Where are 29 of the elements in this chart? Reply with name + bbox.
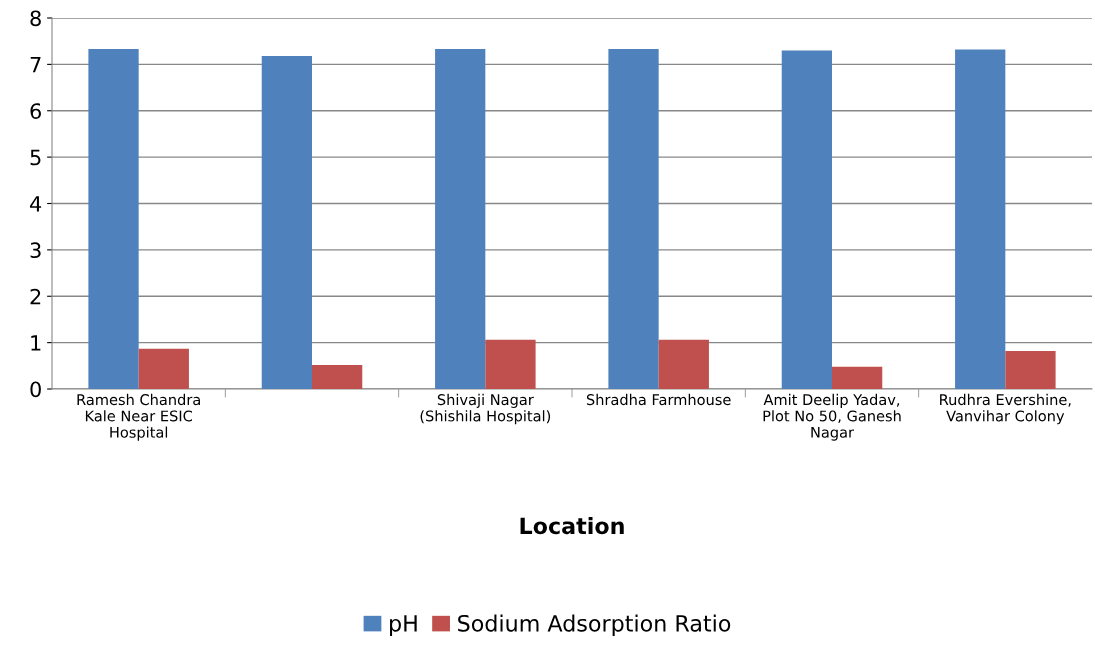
legend-label: Sodium Adsorption Ratio bbox=[458, 614, 731, 636]
y-tick-label: 2 bbox=[30, 288, 41, 305]
bar bbox=[88, 49, 139, 389]
x-axis-title: Location bbox=[520, 517, 624, 535]
y-tick-label: 4 bbox=[30, 196, 42, 212]
bar bbox=[832, 366, 883, 389]
x-tick-label: Rudhra Evershine, Vanvihar Colony bbox=[940, 393, 1071, 425]
bar bbox=[1005, 350, 1056, 389]
bar bbox=[261, 56, 312, 389]
y-tick-label: 7 bbox=[30, 57, 41, 73]
bar bbox=[485, 339, 536, 389]
bar bbox=[781, 50, 832, 389]
bar bbox=[138, 348, 189, 389]
bar bbox=[658, 339, 709, 389]
bar bbox=[955, 49, 1006, 389]
y-tick-label: 3 bbox=[30, 242, 41, 259]
x-tick-label: Shivaji Nagar (Shishila Hospital) bbox=[420, 393, 551, 425]
x-tick-label: Shradha Farmhouse bbox=[586, 393, 731, 406]
bar bbox=[608, 49, 659, 389]
x-tick-label: Ramesh Chandra Kale Near ESIC Hospital bbox=[77, 393, 200, 441]
x-tick-label: Amit Deelip Yadav, Plot No 50, Ganesh Nagar bbox=[763, 393, 901, 441]
y-tick-label: 5 bbox=[30, 149, 41, 166]
bar bbox=[435, 49, 486, 389]
y-tick-label: 0 bbox=[30, 381, 41, 398]
bar bbox=[312, 364, 363, 389]
y-tick-label: 6 bbox=[30, 103, 41, 119]
y-tick-label: 8 bbox=[30, 10, 41, 27]
legend-label: pH bbox=[390, 615, 417, 636]
y-tick-label: 1 bbox=[31, 335, 41, 351]
